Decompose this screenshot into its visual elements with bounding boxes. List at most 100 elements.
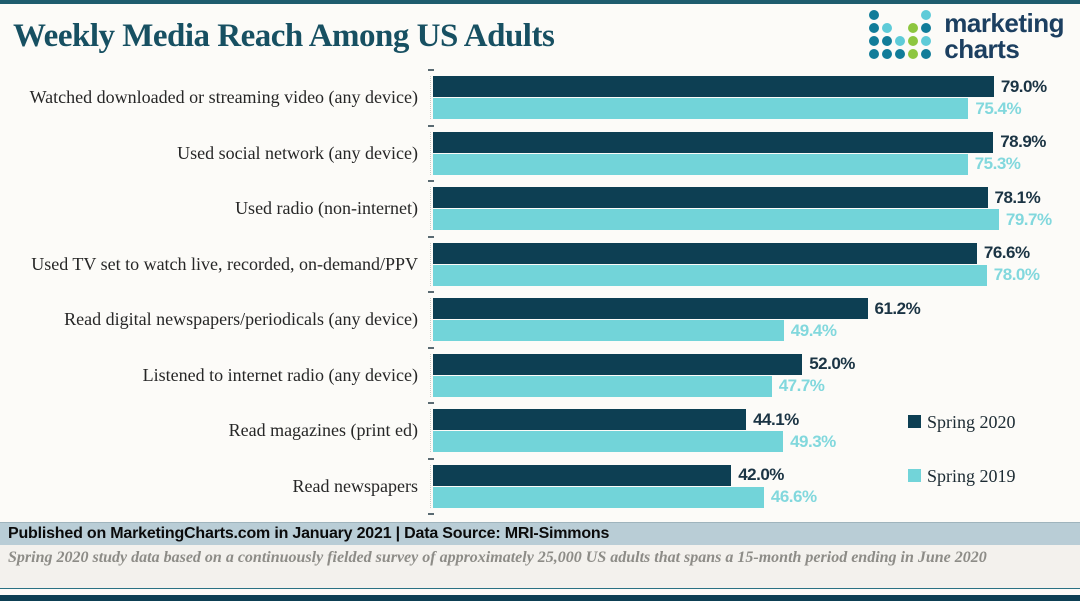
legend-item-spring-2020: Spring 2020 bbox=[908, 412, 1016, 433]
value-label: 78.9% bbox=[1000, 132, 1046, 152]
axis-tick bbox=[428, 235, 434, 238]
page-title: Weekly Media Reach Among US Adults bbox=[13, 17, 555, 54]
chart-row: Listened to internet radio (any device) 5… bbox=[0, 348, 1070, 404]
chart-row: Read newspapers 42.0% 46.6% bbox=[0, 459, 1070, 515]
bar-spring-2019 bbox=[433, 98, 969, 120]
legend-label-spring-2020: Spring 2020 bbox=[927, 412, 1016, 432]
category-label: Used radio (non-internet) bbox=[235, 198, 418, 219]
bar-line: 75.4% bbox=[433, 98, 1070, 120]
top-accent-bar bbox=[0, 0, 1080, 4]
logo-dot bbox=[869, 10, 880, 20]
bar-line: 42.0% bbox=[433, 464, 1070, 486]
chart-row: Read digital newspapers/periodicals (any… bbox=[0, 292, 1070, 348]
publication-line: Published on MarketingCharts.com in Janu… bbox=[8, 525, 610, 542]
category-label: Read magazines (print ed) bbox=[228, 420, 418, 441]
bar-line: 46.6% bbox=[433, 486, 1070, 508]
chart-row: Used radio (non-internet) 78.1% 79.7% bbox=[0, 181, 1070, 237]
bar-chart-rows: Watched downloaded or streaming video (a… bbox=[0, 70, 1070, 514]
header: Weekly Media Reach Among US Adults marke… bbox=[0, 4, 1080, 68]
bar-line: 61.2% bbox=[433, 298, 1070, 320]
value-label: 79.0% bbox=[1000, 76, 1047, 96]
chart-row: Used social network (any device) 78.9% 75.… bbox=[0, 126, 1070, 182]
axis-tick bbox=[428, 346, 434, 349]
bar-group: 76.6% 78.0% bbox=[430, 242, 1070, 286]
value-label: 52.0% bbox=[809, 354, 855, 374]
logo-word-line1: marketing bbox=[944, 8, 1064, 38]
category-label: Used TV set to watch live, recorded, on-… bbox=[31, 253, 418, 274]
bar-line: 47.7% bbox=[433, 375, 1070, 397]
value-label: 78.0% bbox=[993, 265, 1040, 285]
bar-group: 42.0% 46.6% bbox=[430, 464, 1070, 508]
axis-tick bbox=[428, 124, 434, 127]
axis-tick bbox=[428, 180, 434, 182]
bar-spring-2020 bbox=[433, 76, 994, 98]
bar-spring-2020 bbox=[433, 131, 994, 153]
legend-label-spring-2019: Spring 2019 bbox=[927, 466, 1016, 486]
bar-line: 49.3% bbox=[433, 431, 1070, 453]
bar-group: 78.9% 75.3% bbox=[430, 131, 1070, 175]
bar-spring-2019 bbox=[433, 431, 784, 453]
logo-wordmark: marketing charts bbox=[944, 10, 1064, 62]
axis-tick bbox=[428, 457, 434, 460]
footnote-area: Spring 2020 study data based on a contin… bbox=[0, 545, 1080, 589]
bar-line: 79.7% bbox=[433, 209, 1070, 231]
footnote-text: Spring 2020 study data based on a contin… bbox=[8, 549, 987, 566]
bar-spring-2020 bbox=[433, 464, 732, 486]
bar-spring-2019 bbox=[433, 209, 999, 231]
bar-spring-2020 bbox=[433, 187, 988, 209]
logo-dot bbox=[895, 36, 906, 46]
legend-swatch-spring-2019 bbox=[908, 469, 921, 482]
category-label: Listened to internet radio (any device) bbox=[142, 364, 418, 385]
bar-group: 61.2% 49.4% bbox=[430, 298, 1070, 342]
logo-dot bbox=[895, 49, 906, 59]
bar-spring-2019 bbox=[433, 153, 968, 175]
legend-swatch-spring-2020 bbox=[908, 415, 921, 428]
bar-chart: Watched downloaded or streaming video (a… bbox=[0, 68, 1080, 522]
value-label: 42.0% bbox=[738, 465, 784, 485]
chart-row: Read magazines (print ed) 44.1% 49.3% bbox=[0, 403, 1070, 459]
bar-group: 78.1% 79.7% bbox=[430, 187, 1070, 231]
value-label: 75.3% bbox=[974, 154, 1021, 174]
bottom-accent-bar bbox=[0, 595, 1080, 601]
bar-line: 52.0% bbox=[433, 353, 1070, 375]
bar-line: 79.0% bbox=[433, 76, 1070, 98]
value-label: 78.1% bbox=[994, 187, 1041, 207]
bar-line: 78.0% bbox=[433, 264, 1070, 286]
bar-line: 75.3% bbox=[433, 153, 1070, 175]
value-label: 47.7% bbox=[778, 376, 825, 396]
chart-row: Watched downloaded or streaming video (a… bbox=[0, 70, 1070, 126]
logo-dot bbox=[908, 36, 919, 46]
axis-tick bbox=[428, 513, 434, 515]
value-label: 46.6% bbox=[770, 487, 817, 507]
bar-line: 78.1% bbox=[433, 187, 1070, 209]
logo-dot bbox=[921, 23, 932, 33]
value-label: 49.3% bbox=[790, 431, 836, 451]
chart-row: Used TV set to watch live, recorded, on-… bbox=[0, 237, 1070, 293]
value-label: 49.4% bbox=[790, 320, 837, 340]
legend: Spring 2020 Spring 2019 bbox=[908, 412, 1016, 487]
axis-tick bbox=[428, 402, 434, 404]
axis-tick bbox=[428, 291, 434, 293]
category-label: Read newspapers bbox=[292, 475, 418, 496]
bar-spring-2019 bbox=[433, 320, 784, 342]
logo-dot bbox=[908, 23, 919, 33]
bar-spring-2020 bbox=[433, 298, 868, 320]
logo-dot bbox=[869, 36, 880, 46]
logo-dot bbox=[869, 23, 880, 33]
logo-dot bbox=[882, 49, 893, 59]
legend-item-spring-2019: Spring 2019 bbox=[908, 466, 1016, 487]
logo-dot bbox=[882, 36, 893, 46]
value-label: 44.1% bbox=[753, 409, 799, 429]
bar-line: 44.1% bbox=[433, 409, 1070, 431]
bar-line: 49.4% bbox=[433, 320, 1070, 342]
logo-dot bbox=[921, 10, 932, 20]
logo-dot bbox=[869, 49, 880, 59]
value-label: 79.7% bbox=[1005, 209, 1052, 229]
category-label: Watched downloaded or streaming video (a… bbox=[29, 87, 418, 108]
value-label: 76.6% bbox=[983, 243, 1030, 263]
category-label: Read digital newspapers/periodicals (any… bbox=[64, 309, 418, 330]
bar-spring-2019 bbox=[433, 375, 772, 397]
value-label: 61.2% bbox=[874, 298, 921, 318]
logo-word-line2: charts bbox=[944, 34, 1020, 64]
logo-dot bbox=[882, 23, 893, 33]
